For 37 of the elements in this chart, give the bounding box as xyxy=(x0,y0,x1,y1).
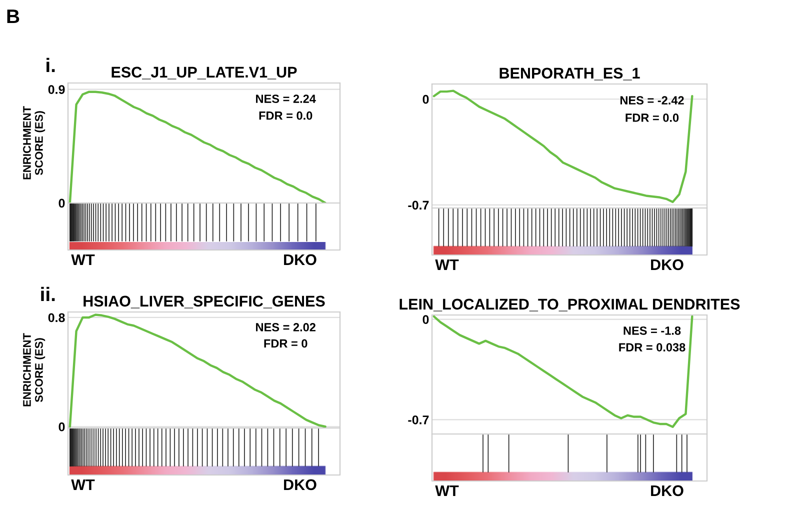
y-tick-label: 0.8 xyxy=(48,313,65,322)
y-axis-title: ENRICHMENT SCORE (ES) xyxy=(23,106,46,180)
line-series xyxy=(68,90,326,203)
annotation: FDR = 0.038 xyxy=(619,343,686,352)
text: B xyxy=(7,10,20,24)
line-series xyxy=(432,315,694,428)
annotation: FDR = 0 xyxy=(264,339,308,348)
annotation: NES = 2.02 xyxy=(256,323,316,332)
text: DKO xyxy=(651,485,684,496)
annotation: NES = -1.8 xyxy=(624,326,681,335)
text: i. xyxy=(46,58,55,72)
text: WT xyxy=(435,259,459,270)
annotation: FDR = 0.0 xyxy=(259,111,312,120)
text: DKO xyxy=(284,479,316,490)
annotation: NES = -2.42 xyxy=(620,96,684,105)
y-tick-label: -0.7 xyxy=(408,415,429,424)
text: WT xyxy=(71,479,95,490)
y-tick-label: -0.7 xyxy=(408,200,429,210)
annotation: FDR = 0.0 xyxy=(626,114,679,122)
y-tick-label: 0 xyxy=(58,422,65,432)
text: DKO xyxy=(284,254,316,266)
text: WT xyxy=(71,254,95,265)
y-tick-label: 0.9 xyxy=(48,85,65,94)
chart-title: BENPORATH_ES_1 xyxy=(500,68,640,80)
y-tick-label: 0 xyxy=(422,94,429,104)
text: DKO xyxy=(651,259,684,270)
y-axis-title: ENRICHMENT SCORE (ES) xyxy=(23,333,46,406)
line-series xyxy=(68,314,326,428)
chart-title: HSIAO_LIVER_SPECIFIC_GENES xyxy=(84,296,325,308)
line-series xyxy=(432,90,694,204)
text: ii. xyxy=(41,286,55,302)
annotation: NES = 2.24 xyxy=(256,94,316,103)
chart-title: LEIN_LOCALIZED_TO_PROXIMAL DENDRITES xyxy=(400,298,740,312)
chart-title: ESC_J1_UP_LATE.V1_UP xyxy=(112,66,297,80)
text: WT xyxy=(435,485,459,496)
y-tick-label: 0 xyxy=(58,198,65,208)
y-tick-label: 0 xyxy=(422,315,429,324)
